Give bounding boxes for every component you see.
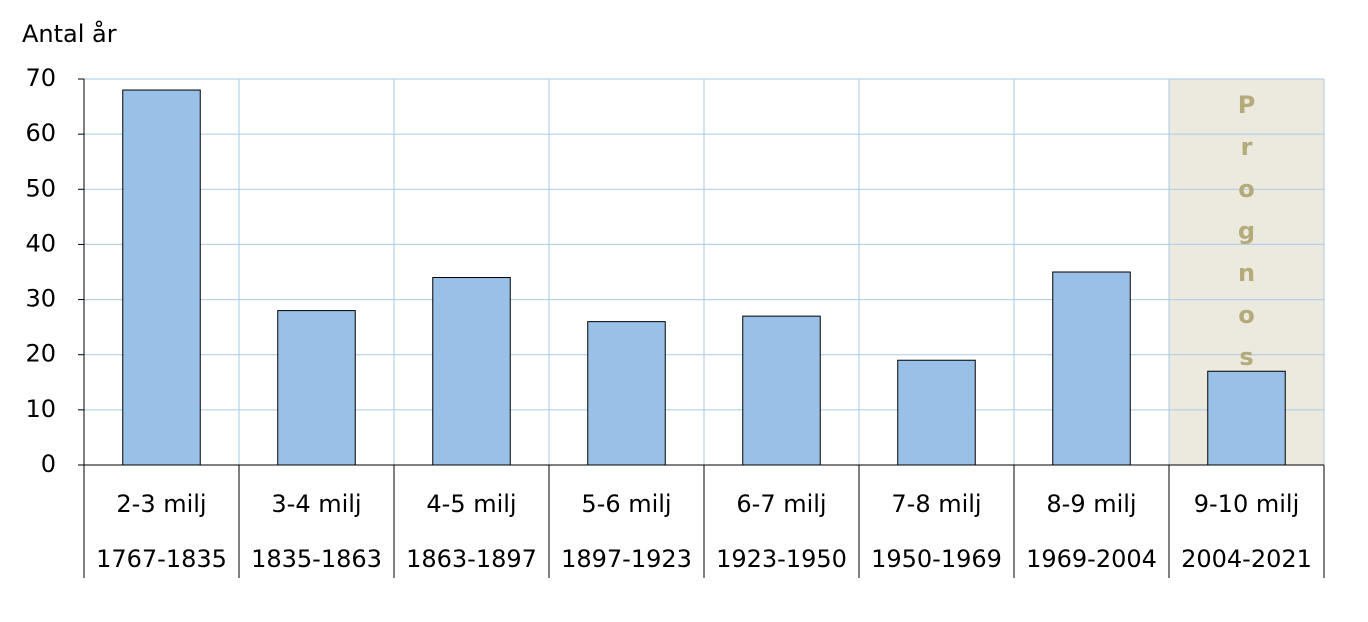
bar xyxy=(432,277,511,466)
x-tick-period: 1923-1950 xyxy=(716,545,847,573)
bar xyxy=(742,315,821,466)
bar xyxy=(897,359,976,466)
x-tick-period: 1863-1897 xyxy=(406,545,537,573)
annotation: Prognos xyxy=(1232,91,1261,385)
x-tick-label: 2-3 milj xyxy=(116,490,206,518)
x-tick-period: 1835-1863 xyxy=(251,545,382,573)
y-tick-label: 40 xyxy=(25,229,56,257)
x-tick-period: 1969-2004 xyxy=(1026,545,1157,573)
x-tick-label: 5-6 milj xyxy=(581,490,671,518)
x-tick-period: 1950-1969 xyxy=(871,545,1002,573)
y-tick-label: 10 xyxy=(25,395,56,423)
x-tick-label: 9-10 milj xyxy=(1194,490,1299,518)
bar xyxy=(587,321,666,466)
x-tick-period: 2004-2021 xyxy=(1181,545,1312,573)
y-tick-label: 20 xyxy=(25,340,56,368)
y-axis-title: Antal år xyxy=(22,19,117,48)
bar xyxy=(122,89,201,466)
y-tick-label: 30 xyxy=(25,285,56,313)
x-tick-label: 8-9 milj xyxy=(1046,490,1136,518)
y-tick-label: 50 xyxy=(25,174,56,202)
x-tick-period: 1767-1835 xyxy=(96,545,227,573)
x-tick-label: 7-8 milj xyxy=(891,490,981,518)
bar xyxy=(1207,370,1286,466)
x-tick-label: 6-7 milj xyxy=(736,490,826,518)
y-tick-label: 60 xyxy=(25,119,56,147)
y-tick-label: 70 xyxy=(25,64,56,92)
bar xyxy=(277,310,356,466)
x-tick-period: 1897-1923 xyxy=(561,545,692,573)
bar xyxy=(1052,271,1131,466)
y-tick-label: 0 xyxy=(41,450,56,478)
x-tick-label: 3-4 milj xyxy=(271,490,361,518)
x-tick-label: 4-5 milj xyxy=(426,490,516,518)
